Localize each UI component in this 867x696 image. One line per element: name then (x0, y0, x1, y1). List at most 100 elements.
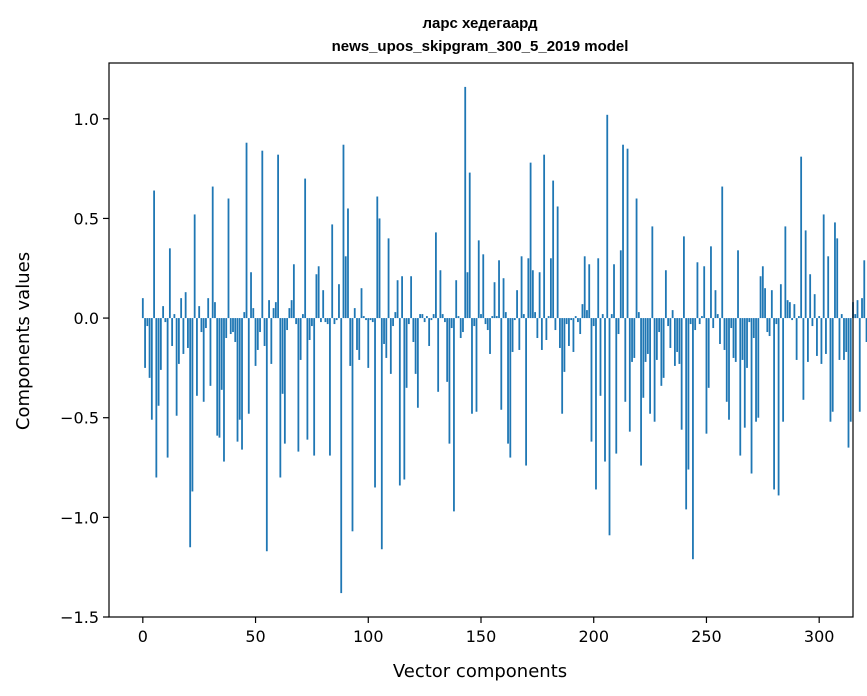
bar-227 (653, 318, 656, 422)
bar-254 (714, 290, 717, 319)
bar-162 (507, 318, 509, 444)
x-tick-label: 100 (353, 627, 384, 646)
bar-121 (414, 318, 417, 374)
bar-48 (250, 272, 252, 319)
x-tick-label: 200 (578, 627, 609, 646)
bar-18 (182, 318, 185, 354)
bar-155 (491, 316, 494, 319)
bar-231 (662, 318, 665, 378)
bar-12 (168, 248, 171, 319)
bar-3 (148, 318, 151, 378)
bar-313 (847, 318, 850, 448)
bar-265 (739, 318, 742, 456)
bar-78 (317, 266, 320, 319)
bar-235 (671, 310, 674, 319)
bar-75 (311, 318, 313, 327)
bar-217 (631, 318, 633, 362)
bar-117 (405, 318, 408, 388)
bar-320 (863, 260, 866, 319)
bar-110 (389, 318, 392, 374)
bar-249 (703, 266, 706, 319)
bar-120 (412, 318, 415, 342)
bar-58 (272, 308, 275, 319)
bar-260 (728, 318, 730, 420)
bar-156 (493, 282, 496, 319)
bar-266 (741, 318, 744, 360)
bar-122 (416, 318, 419, 408)
bar-202 (597, 258, 600, 319)
bar-259 (725, 318, 728, 402)
bar-176 (538, 272, 541, 319)
bar-150 (480, 314, 482, 319)
bar-136 (448, 318, 451, 444)
bar-69 (297, 318, 300, 452)
bar-248 (701, 316, 703, 319)
bar-309 (838, 318, 841, 360)
bar-223 (644, 318, 647, 362)
bar-209 (613, 264, 615, 319)
bar-310 (840, 314, 843, 319)
bar-148 (475, 318, 478, 412)
bar-151 (482, 254, 485, 319)
bar-278 (768, 318, 771, 337)
bar-140 (457, 316, 460, 319)
bar-144 (466, 272, 469, 319)
bar-175 (536, 318, 539, 339)
bar-57 (270, 318, 273, 364)
bar-21 (189, 318, 192, 548)
bar-76 (313, 318, 316, 456)
bar-6 (155, 318, 158, 478)
bar-232 (664, 270, 667, 319)
bar-164 (511, 318, 514, 352)
bar-147 (473, 318, 476, 327)
bar-60 (277, 154, 279, 319)
bar-82 (326, 318, 329, 325)
bar-171 (527, 258, 530, 319)
bar-298 (813, 294, 816, 319)
bar-314 (849, 318, 852, 422)
bar-133 (441, 314, 444, 319)
bar-238 (678, 318, 681, 364)
bar-219 (635, 198, 638, 319)
bar-45 (243, 312, 246, 319)
bar-9 (162, 306, 165, 319)
bar-221 (640, 318, 642, 466)
bar-16 (177, 318, 180, 364)
bar-189 (568, 318, 570, 346)
bar-89 (342, 144, 345, 319)
bar-246 (696, 262, 699, 319)
bar-229 (658, 318, 661, 333)
y-axis: 1.0 0.5 0.0 −0.5 −1.0 −1.5 (60, 110, 109, 627)
bar-318 (858, 318, 861, 412)
bar-145 (468, 172, 471, 319)
bar-35 (220, 318, 223, 390)
bar-4 (150, 318, 153, 420)
bar-137 (450, 318, 453, 329)
bar-276 (764, 288, 766, 319)
bar-22 (191, 318, 194, 492)
bar-210 (615, 318, 618, 454)
bar-177 (540, 318, 543, 350)
bar-301 (820, 318, 823, 364)
bar-115 (401, 276, 403, 319)
bar-230 (660, 318, 663, 386)
bar-0 (141, 298, 144, 319)
bar-30 (209, 318, 212, 386)
bar-5 (153, 190, 155, 319)
bar-153 (486, 318, 489, 331)
bar-261 (730, 318, 733, 329)
bar-255 (716, 314, 719, 319)
bar-39 (229, 318, 232, 335)
bar-205 (604, 318, 606, 462)
bar-40 (232, 318, 234, 333)
bar-99 (365, 318, 367, 321)
bar-129 (432, 314, 435, 319)
bar-316 (854, 314, 857, 319)
y-tick-label: 1.0 (74, 110, 99, 129)
bar-11 (166, 318, 169, 458)
bar-10 (164, 318, 167, 323)
bar-1 (144, 318, 146, 368)
bar-317 (856, 300, 859, 319)
bar-290 (795, 318, 798, 360)
bar-34 (218, 318, 221, 438)
